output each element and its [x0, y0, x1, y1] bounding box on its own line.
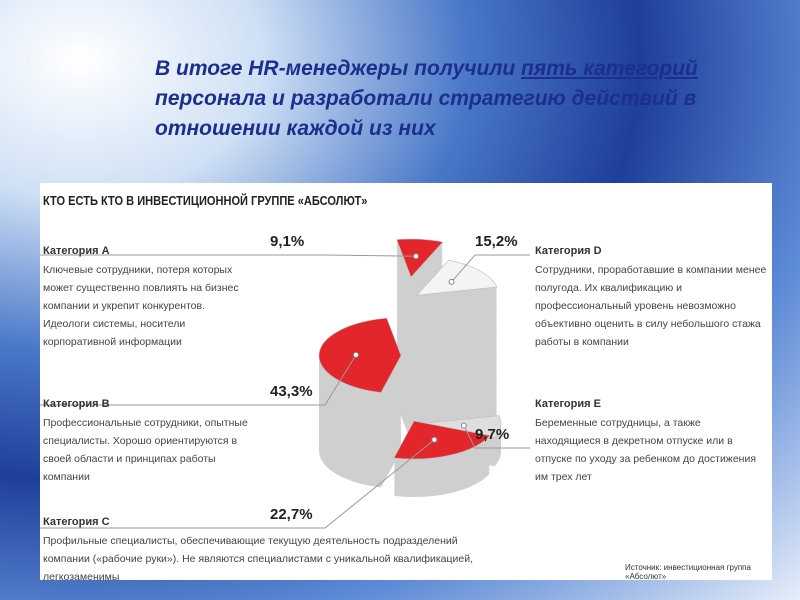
chart-title: КТО ЕСТЬ КТО В ИНВЕСТИЦИОННОЙ ГРУППЕ «АБ…	[43, 193, 368, 208]
leader-dot	[352, 351, 359, 358]
slice	[393, 420, 491, 460]
slice	[418, 415, 502, 439]
leader-line	[40, 254, 417, 257]
leader-line	[451, 254, 530, 283]
heading-text: пять категорий	[521, 57, 698, 80]
category-description: Профильные специалисты, обеспечивающие т…	[43, 535, 474, 583]
slice	[416, 259, 498, 296]
value-label: 43,3%	[270, 383, 313, 400]
heading-text: В итоге HR-менеджеры получили	[155, 57, 522, 80]
category-name: Категория E	[535, 398, 601, 410]
chart	[40, 238, 530, 529]
value-label: 9,1%	[270, 233, 305, 250]
category-description: Беременные сотрудницы, а также находящие…	[535, 417, 757, 483]
heading: В итоге HR-менеджеры получили пять катег…	[155, 54, 775, 144]
value-label: 9,7%	[475, 426, 510, 443]
infographic: КТО ЕСТЬ КТО В ИНВЕСТИЦИОННОЙ ГРУППЕ «АБ…	[40, 183, 772, 583]
category-name: Категория B	[43, 398, 110, 410]
category-description: Ключевые сотрудники, потеря которых може…	[43, 264, 239, 348]
value-label: 22,7%	[270, 506, 313, 523]
leader-line	[40, 439, 435, 529]
category-description: Профессиональные сотрудники, опытные спе…	[43, 417, 248, 483]
leader-dot	[413, 253, 420, 260]
slice	[318, 317, 402, 393]
heading-text: персонала и разработали стратегию действ…	[155, 87, 697, 140]
leader-dot	[460, 422, 467, 429]
slice	[396, 238, 444, 278]
category-name: Категория A	[43, 245, 110, 257]
leader-line	[463, 425, 530, 449]
leader-dot	[448, 278, 455, 285]
category-name: Категория C	[43, 516, 110, 528]
leader-line	[40, 354, 357, 406]
leader-dot	[431, 436, 438, 443]
value-label: 15,2%	[475, 233, 518, 250]
source: Источник: инвестиционная группа «Абсолют…	[625, 563, 751, 581]
category-name: Категория D	[535, 245, 602, 257]
slice-side	[416, 261, 497, 446]
category-description: Сотрудники, проработавшие в компании мен…	[535, 264, 767, 348]
